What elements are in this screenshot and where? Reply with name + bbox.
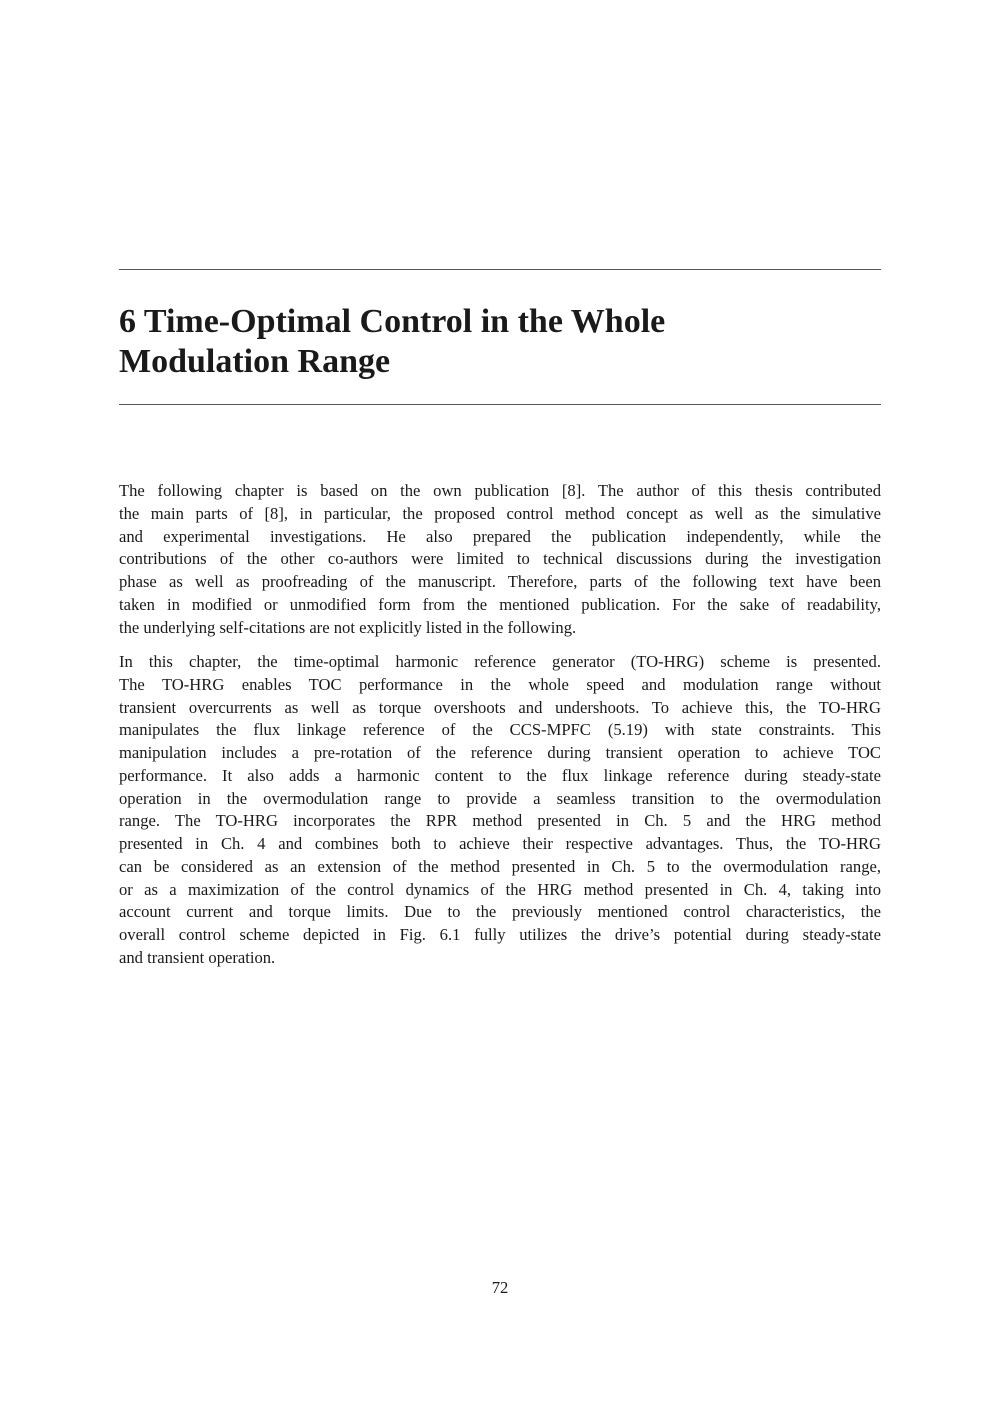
- text-line: taken in modified or unmodified form fro…: [119, 594, 881, 614]
- text-line: manipulation includes a pre-rotation of …: [119, 743, 881, 762]
- text-line: manipulates the flux linkage reference o…: [119, 720, 881, 740]
- page-number: 72: [491, 1278, 509, 1297]
- text-line: the main parts of [8], in particular, th…: [119, 503, 881, 523]
- text-line: overall control scheme depicted in Fig. …: [119, 925, 881, 944]
- chapter-title-line: 6 Time-Optimal Control in the Whole: [119, 303, 666, 340]
- text-line: and transient operation.: [119, 947, 276, 967]
- paragraph-overview: In this chapter, the time-optimal harmon…: [119, 651, 881, 970]
- paragraph-intro: The following chapter is based on the ow…: [119, 480, 881, 639]
- text-line: range. The TO-HRG incorporates the RPR m…: [119, 811, 881, 831]
- text-line: operation in the overmodulation range to…: [119, 788, 881, 808]
- text-line: or as a maximization of the control dyna…: [119, 879, 881, 899]
- text-line: contributions of the other co-authors we…: [119, 549, 881, 569]
- chapter-rule-top: [119, 269, 881, 270]
- text-line: The following chapter is based on the ow…: [119, 481, 881, 500]
- text-line: can be considered as an extension of the…: [119, 856, 881, 876]
- text-line: account current and torque limits. Due t…: [119, 902, 881, 922]
- text-line: the underlying self-citations are not ex…: [119, 617, 577, 637]
- text-line: The TO-HRG enables TOC performance in th…: [119, 674, 881, 694]
- text-line: In this chapter, the time-optimal harmon…: [119, 652, 881, 671]
- chapter-rule-bottom: [119, 404, 881, 405]
- chapter-title: 6 Time-Optimal Control in the Whole Modu…: [119, 302, 881, 382]
- text-line: performance. It also adds a harmonic con…: [119, 765, 881, 785]
- text-line: transient overcurrents as well as torque…: [119, 697, 881, 717]
- text-line: presented in Ch. 4 and combines both to …: [119, 834, 881, 853]
- chapter-title-line: Modulation Range: [119, 343, 391, 380]
- text-line: and experimental investigations. He also…: [119, 526, 881, 546]
- text-line: phase as well as proofreading of the man…: [119, 572, 881, 591]
